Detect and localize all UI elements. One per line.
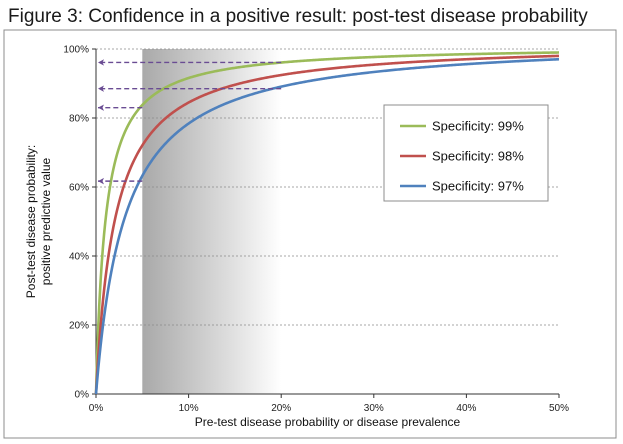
shaded-region [142, 49, 282, 394]
series-line-2 [94, 54, 560, 395]
figure-title: Figure 3: Confidence in a positive resul… [8, 6, 588, 27]
x-tick-label: 50% [549, 403, 569, 414]
y-tick-label: 20% [69, 321, 89, 332]
y-tick-label: 0% [75, 390, 90, 401]
x-tick-label: 0% [89, 403, 104, 414]
chart-frame [3, 29, 617, 439]
x-tick-label: 10% [179, 403, 199, 414]
y-tick-label: 100% [63, 45, 89, 56]
y-axis-label-line1: Post-test disease probability: [24, 145, 38, 298]
series-line-1 [94, 51, 560, 395]
y-tick-label: 60% [69, 183, 89, 194]
legend-label-3: Specificity: 97% [432, 179, 524, 194]
y-axis-label-line2: positive predictive value [39, 157, 53, 285]
legend-label-2: Specificity: 98% [432, 149, 524, 164]
x-tick-label: 20% [271, 403, 291, 414]
y-tick-label: 80% [69, 114, 89, 125]
x-tick-label: 40% [456, 403, 476, 414]
series-line-3 [94, 57, 560, 395]
x-axis-label: Pre-test disease probability or disease … [195, 415, 461, 429]
legend-label-1: Specificity: 99% [432, 119, 524, 134]
x-tick-label: 30% [364, 403, 384, 414]
y-tick-label: 40% [69, 252, 89, 263]
